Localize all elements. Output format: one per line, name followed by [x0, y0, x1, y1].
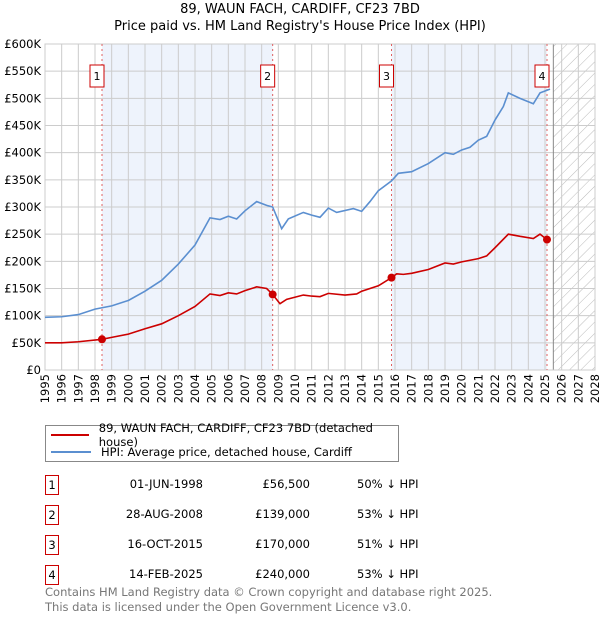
x-tick-label: 2009	[271, 374, 285, 403]
x-tick-label: 2024	[521, 374, 535, 403]
x-tick-label: 2022	[488, 374, 502, 403]
legend-swatch-property	[51, 434, 89, 436]
sale-price: £240,000	[255, 567, 310, 581]
sale-label-box	[534, 64, 550, 88]
x-tick-label: 2002	[155, 374, 169, 403]
hpi-diff: 53% ↓ HPI	[357, 507, 419, 521]
sale-price: £56,500	[262, 477, 310, 491]
x-tick-label: 2023	[505, 374, 519, 403]
x-tick-label: 2003	[171, 374, 185, 403]
table-row: 2 28-AUG-2008 £139,000 53% ↓ HPI	[45, 505, 465, 525]
x-tick-label: 2001	[138, 374, 152, 403]
sale-label-box	[260, 64, 276, 88]
sale-label-box	[379, 64, 394, 88]
y-tick-label: £550K	[4, 64, 41, 78]
sale-label: 3	[383, 70, 390, 83]
footer-copyright: Contains HM Land Registry data © Crown c…	[45, 585, 493, 599]
x-tick-label: 2015	[371, 374, 385, 403]
x-tick-label: 2004	[188, 374, 202, 403]
plot-border	[44, 43, 596, 371]
sale-label-box	[89, 64, 105, 88]
x-tick-label: 2018	[421, 374, 435, 403]
x-tick-label: 2020	[455, 374, 469, 403]
sale-label: 1	[94, 70, 101, 83]
hpi-diff: 50% ↓ HPI	[357, 477, 419, 491]
y-tick-label: £450K	[4, 119, 41, 133]
table-row: 1 01-JUN-1998 £56,500 50% ↓ HPI	[45, 475, 465, 495]
x-tick-label: 1998	[88, 374, 102, 403]
sale-point	[98, 335, 106, 344]
chart-subtitle: Price paid vs. HM Land Registry's House …	[114, 19, 486, 34]
x-tick-label: 2027	[571, 374, 585, 403]
x-tick-label: 2017	[405, 374, 419, 403]
sale-date: 28-AUG-2008	[125, 507, 203, 521]
chart-title: 89, WAUN FACH, CARDIFF, CF23 7BD	[180, 2, 420, 17]
sale-point	[543, 235, 551, 244]
y-tick-label: £600K	[4, 37, 41, 51]
x-tick-label: 1999	[105, 374, 119, 403]
table-row: 4 14-FEB-2025 £240,000 53% ↓ HPI	[45, 565, 465, 585]
series-line	[44, 88, 551, 319]
sale-date: 14-FEB-2025	[129, 567, 203, 581]
sale-number: 1	[45, 475, 59, 495]
footer-licence: This data is licensed under the Open Gov…	[45, 600, 412, 614]
y-tick-label: £250K	[4, 227, 41, 241]
x-tick-label: 2011	[305, 374, 319, 403]
y-tick-label: £500K	[4, 91, 41, 105]
x-tick-label: 1996	[55, 374, 69, 403]
table-row: 3 16-OCT-2015 £170,000 51% ↓ HPI	[45, 535, 465, 555]
x-tick-label: 2025	[538, 374, 552, 403]
x-tick-label: 1997	[71, 374, 85, 403]
y-tick-label: £300K	[4, 200, 41, 214]
x-tick-label: 2012	[321, 374, 335, 403]
sale-date: 01-JUN-1998	[129, 477, 203, 491]
legend-property: 89, WAUN FACH, CARDIFF, CF23 7BD (detach…	[98, 421, 373, 449]
x-tick-label: 2021	[471, 374, 485, 403]
sale-number: 3	[45, 535, 59, 555]
x-tick-label: 2010	[288, 374, 302, 403]
y-tick-label: £50K	[12, 336, 42, 350]
y-tick-label: £150K	[4, 282, 41, 296]
sale-point	[268, 290, 277, 299]
x-tick-label: 2013	[338, 374, 352, 403]
price-chart: 1995 1996 1997 1998 1999 2000 2001 2002 2003 2004…	[4, 37, 600, 403]
x-tick-label: 1995	[38, 374, 52, 403]
sale-point	[387, 273, 396, 282]
x-tick-label: 2008	[255, 374, 269, 403]
sale-number: 2	[45, 505, 59, 525]
y-tick-label: £200K	[4, 254, 41, 268]
sale-price: £139,000	[255, 507, 310, 521]
y-tick-label: £400K	[4, 146, 41, 160]
x-tick-label: 2007	[238, 374, 252, 403]
x-tick-label: 2014	[355, 374, 369, 403]
legend-hpi: HPI: Average price, detached house, Card…	[101, 445, 352, 459]
series-line	[45, 233, 548, 344]
x-tick-label: 2028	[588, 374, 600, 403]
x-tick-label: 2005	[205, 374, 219, 403]
hpi-diff: 51% ↓ HPI	[357, 537, 419, 551]
y-tick-label: £100K	[4, 309, 41, 323]
hpi-diff: 53% ↓ HPI	[357, 567, 419, 581]
sale-date: 16-OCT-2015	[127, 537, 203, 551]
x-tick-label: 2026	[555, 374, 569, 403]
y-tick-label: £0	[26, 363, 41, 377]
x-tick-label: 2000	[121, 374, 135, 403]
x-tick-label: 2006	[221, 374, 235, 403]
legend: 89, WAUN FACH, CARDIFF, CF23 7BD (detach…	[45, 421, 399, 462]
sale-label: 2	[264, 70, 271, 83]
sale-number: 4	[45, 565, 59, 585]
sale-price: £170,000	[255, 537, 310, 551]
y-tick-label: £350K	[4, 173, 41, 187]
x-tick-label: 2019	[438, 374, 452, 403]
legend-swatch-hpi	[51, 451, 91, 453]
sale-label: 4	[539, 70, 546, 83]
x-tick-label: 2016	[388, 374, 402, 403]
